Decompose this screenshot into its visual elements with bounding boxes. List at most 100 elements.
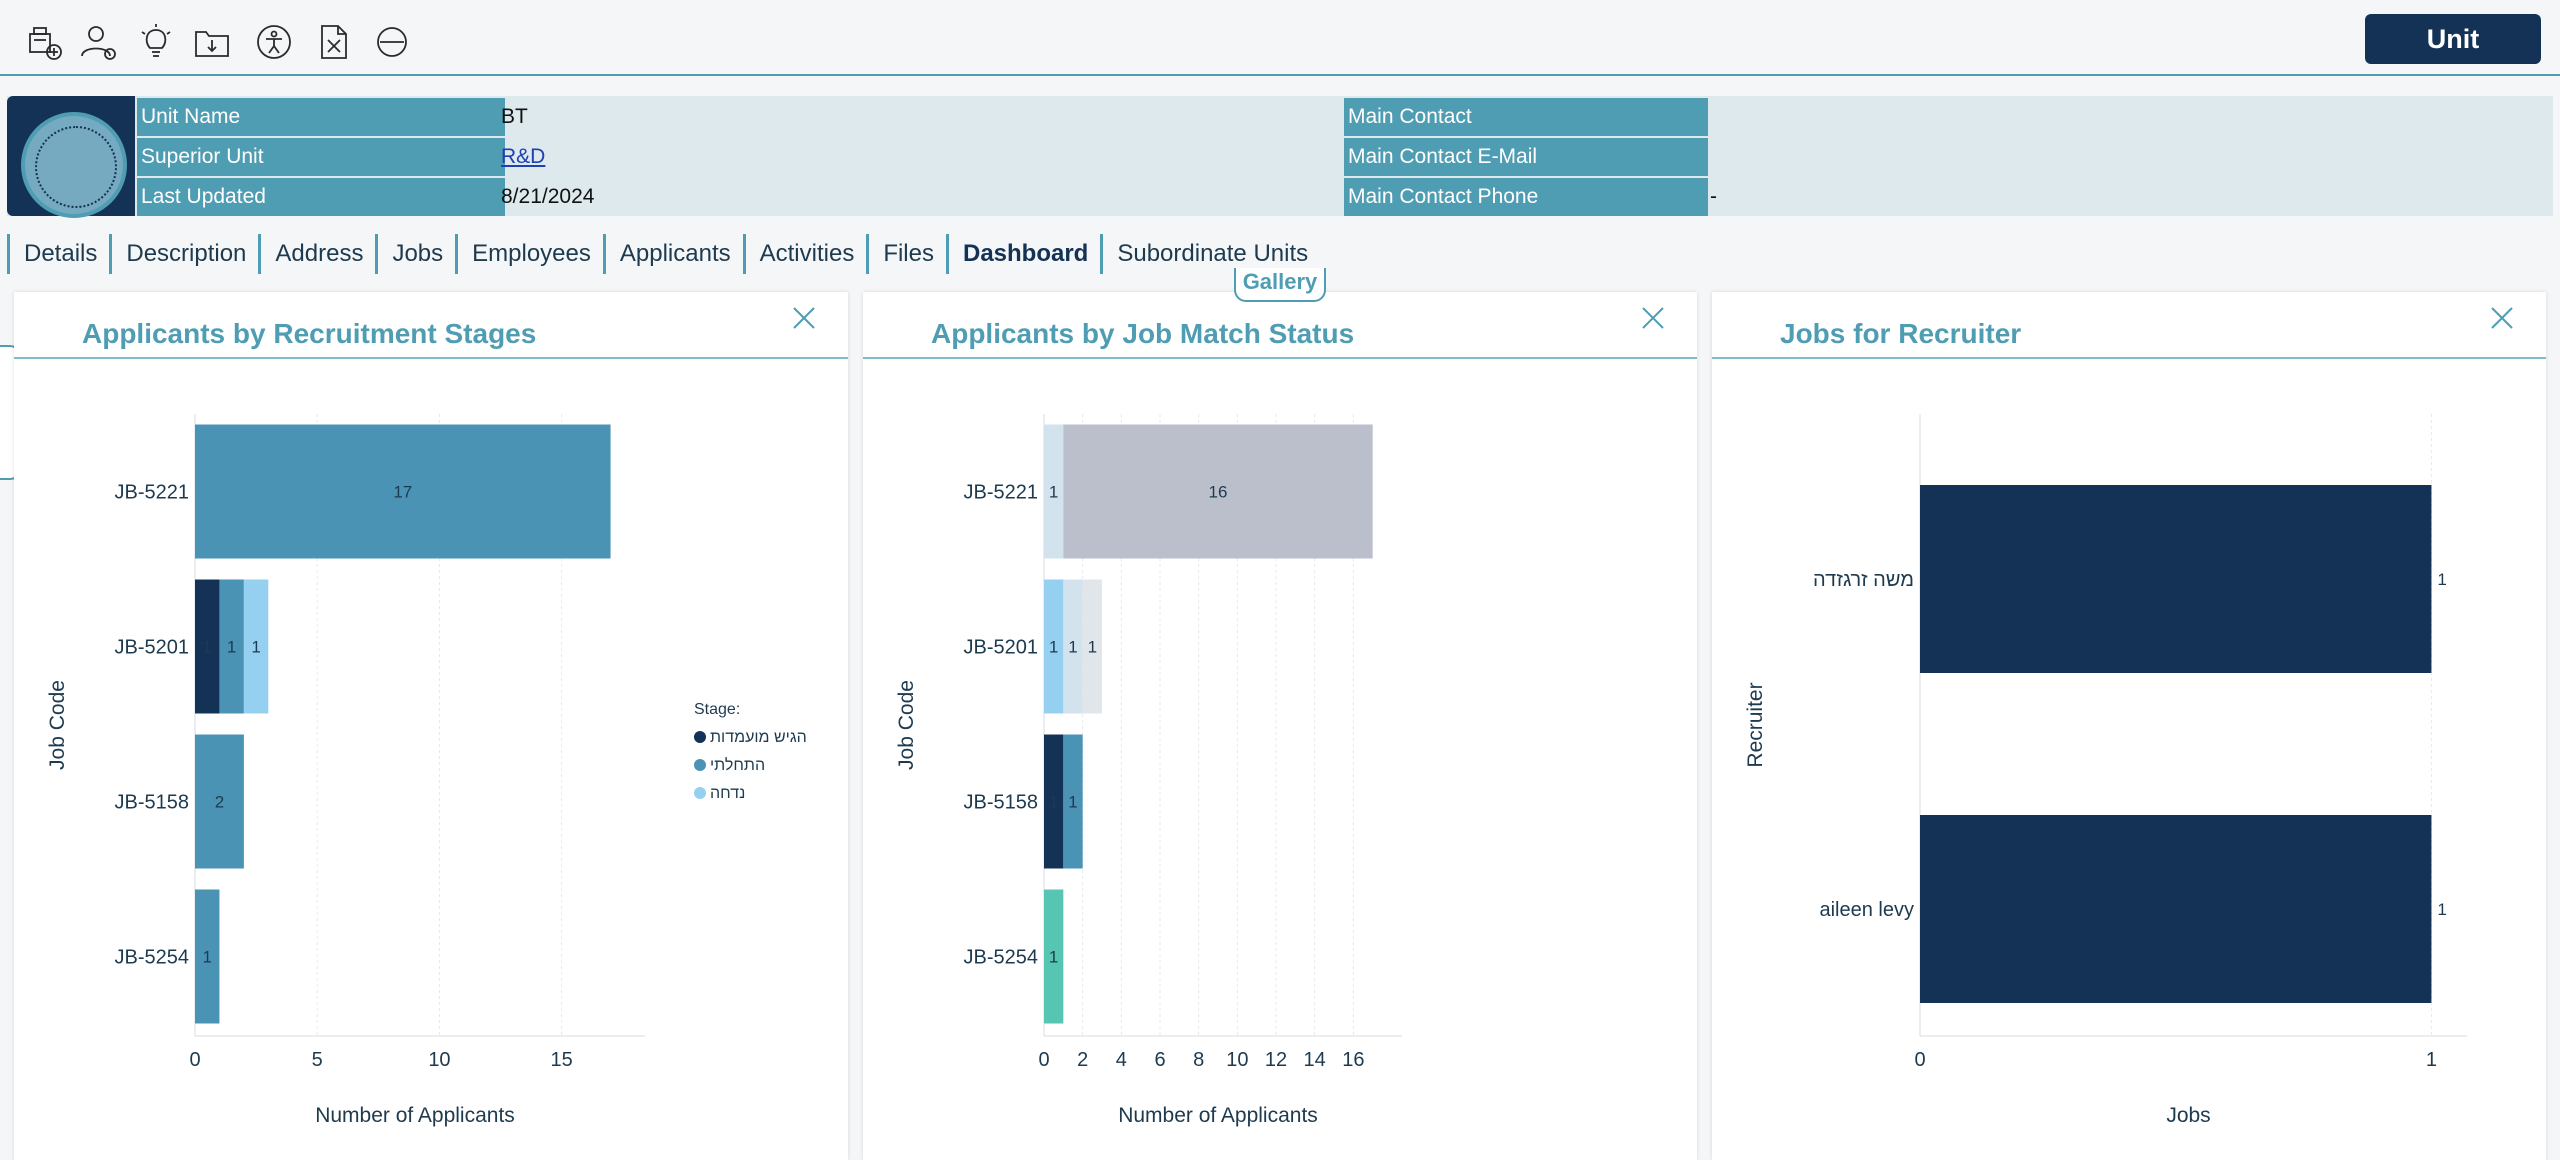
avatar-frame (7, 96, 135, 218)
tab-jobs[interactable]: Jobs (375, 234, 455, 274)
data-label: 1 (1049, 638, 1058, 657)
x-tick-label: 5 (312, 1049, 323, 1071)
x-tick-label: 0 (189, 1049, 200, 1071)
bar (243, 579, 269, 714)
data-label: 1 (1068, 793, 1077, 812)
superior-unit-link[interactable]: R&D (501, 145, 546, 168)
accessibility-icon[interactable] (252, 20, 296, 64)
y-tick-label: JB-5158 (964, 792, 1039, 814)
bar (1044, 734, 1064, 869)
panel-divider (14, 357, 848, 359)
close-icon[interactable] (1639, 304, 1667, 332)
tab-dashboard[interactable]: Dashboard (945, 234, 1100, 274)
tab-applicants[interactable]: Applicants (602, 234, 743, 274)
x-tick-label: 10 (1226, 1049, 1248, 1071)
tab-address[interactable]: Address (258, 234, 375, 274)
superior-unit-value: R&D (499, 138, 799, 176)
tab-subordinate-units[interactable]: Subordinate Units (1100, 234, 1320, 274)
x-tick-label: 4 (1116, 1049, 1127, 1071)
bar (1044, 889, 1064, 1024)
panel-divider (1712, 357, 2546, 359)
x-tick-label: 0 (1038, 1049, 1049, 1071)
y-tick-label: JB-5201 (115, 637, 190, 659)
tab-description[interactable]: Description (109, 234, 258, 274)
data-label: 1 (251, 638, 260, 657)
y-axis-label: Recruiter (1744, 682, 1767, 767)
block-icon[interactable] (370, 20, 414, 64)
panel-recruitment-stages: Applicants by Recruitment Stages 0 5 10 15 N… (14, 292, 848, 1160)
bar (1063, 734, 1083, 869)
data-label: 17 (393, 483, 412, 502)
data-label: 1 (227, 638, 236, 657)
main-contact-email-value (1708, 138, 2308, 176)
bar (1082, 579, 1102, 714)
bar (195, 734, 244, 869)
x-tick-label: 6 (1154, 1049, 1165, 1071)
tab-activities[interactable]: Activities (742, 234, 867, 274)
data-label: 16 (1209, 483, 1228, 502)
data-label: 1 (2437, 570, 2446, 589)
x-tick-label: 1 (2426, 1049, 2437, 1071)
lightbulb-icon[interactable] (134, 20, 178, 64)
bar (1063, 579, 1083, 714)
data-label: 1 (1049, 793, 1058, 812)
unit-info-panel: Unit Name BT Superior Unit R&D Last Upda… (7, 96, 2553, 218)
y-tick-label: JB-5221 (964, 482, 1039, 504)
legend-item: התחלתי (710, 756, 765, 774)
panel-title: Applicants by Recruitment Stages (82, 318, 537, 349)
x-axis-label: Number of Applicants (315, 1104, 515, 1127)
assign-user-icon[interactable] (76, 20, 120, 64)
main-contact-email-label: Main Contact E-Mail (1344, 138, 1708, 176)
add-unit-icon[interactable] (22, 20, 66, 64)
tab-files[interactable]: Files (866, 234, 946, 274)
main-contact-phone-value: - (1710, 185, 1717, 208)
avatar[interactable] (21, 112, 127, 218)
y-tick-label: JB-5221 (115, 482, 190, 504)
legend-title: Stage: (694, 701, 740, 718)
data-label: 1 (202, 638, 211, 657)
gallery-button[interactable]: Gallery (1234, 268, 1326, 302)
close-icon[interactable] (790, 304, 818, 332)
delete-file-icon[interactable] (312, 20, 356, 64)
close-icon[interactable] (2488, 304, 2516, 332)
data-label: 1 (1049, 483, 1058, 502)
unit-button[interactable]: Unit (2365, 14, 2541, 64)
tab-employees[interactable]: Employees (455, 234, 603, 274)
tab-details[interactable]: Details (7, 234, 109, 274)
tab-bar: Details Description Address Jobs Employe… (7, 234, 1320, 274)
y-axis-label: Job Code (895, 680, 918, 770)
main-contact-phone-label: Main Contact Phone (1344, 178, 1708, 216)
bar (1044, 579, 1064, 714)
x-tick-label: 0 (1914, 1049, 1925, 1071)
y-tick-label: JB-5254 (964, 947, 1039, 969)
data-label: 1 (1088, 638, 1097, 657)
x-tick-label: 8 (1193, 1049, 1204, 1071)
x-tick-label: 15 (551, 1049, 573, 1071)
x-axis-label: Jobs (2166, 1104, 2210, 1127)
data-label: 1 (202, 948, 211, 967)
y-tick-label: משה זרגזדה (1813, 569, 1914, 591)
chart-job-match-status: 0 2 4 6 8 10 12 14 16 Number of Applicants Job Cod… (895, 414, 1402, 1127)
bar (1920, 485, 2432, 673)
legend-swatch (694, 787, 706, 799)
panel-title: Applicants by Job Match Status (931, 318, 1355, 349)
legend-swatch (694, 759, 706, 771)
main-contact-label: Main Contact (1344, 98, 1708, 136)
bar (195, 889, 220, 1024)
unit-name-label: Unit Name (137, 98, 505, 136)
bar (1920, 815, 2432, 1003)
toolbar: Unit (0, 0, 2560, 76)
y-tick-label: aileen levy (1819, 899, 1914, 921)
x-tick-label: 10 (428, 1049, 450, 1071)
panel-job-match-status: Applicants by Job Match Status 0 2 4 6 8 10 12… (863, 292, 1697, 1160)
bar (195, 424, 611, 559)
x-tick-label: 14 (1304, 1049, 1326, 1071)
folder-download-icon[interactable] (190, 20, 234, 64)
panel-divider (863, 357, 1697, 359)
chart-jobs-for-recruiter: 0 1 Jobs Recruiter משה זרגזדה 1 aileen levy 1 (1744, 414, 2467, 1127)
x-axis-label: Number of Applicants (1118, 1104, 1318, 1127)
superior-unit-label: Superior Unit (137, 138, 505, 176)
main-contact-value (1708, 98, 2308, 136)
y-tick-label: JB-5158 (115, 792, 190, 814)
last-updated-label: Last Updated (137, 178, 505, 216)
